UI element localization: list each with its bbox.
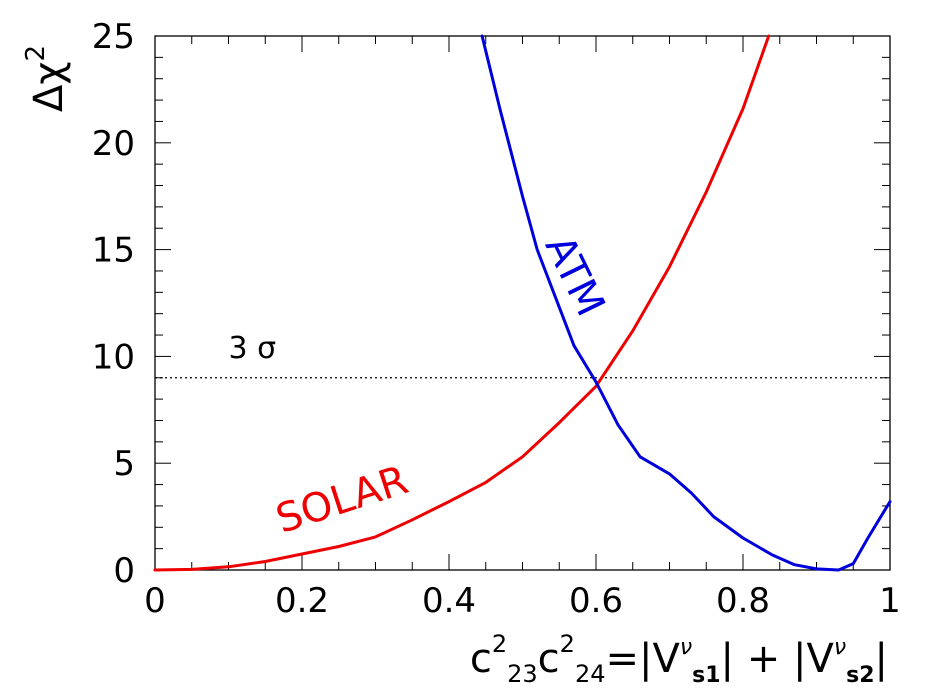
x-label-s1: s1 — [692, 663, 720, 688]
x-label-sub2: 24 — [575, 660, 606, 688]
x-tick-label: 0.8 — [716, 581, 770, 621]
y-tick-label: 20 — [92, 124, 135, 164]
plot-frame-rect — [154, 35, 891, 571]
y-tick-label: 0 — [113, 551, 135, 591]
x-label-eq: =|V — [605, 636, 680, 682]
y-tick-label: 25 — [92, 17, 135, 57]
y-tick-label: 10 — [92, 337, 135, 377]
x-axis-label: c223c224=|Vνs1| + |Vνs2| — [470, 630, 888, 688]
reference-line-label: 3 σ — [229, 331, 277, 366]
series-line-atm — [480, 34, 892, 572]
y-axis-label-base: Δχ — [26, 62, 72, 112]
x-label-mid: | + |V — [721, 636, 835, 682]
x-label-end: | — [875, 636, 888, 682]
series-line-solar — [153, 34, 771, 572]
x-label-sub1: 23 — [507, 660, 538, 688]
x-tick-label: 0.4 — [422, 581, 476, 621]
x-label-c2: c — [538, 636, 560, 682]
reference-line-group: 3 σ — [155, 331, 890, 379]
x-tick-label: 0.2 — [275, 581, 329, 621]
series-group — [153, 34, 892, 572]
plot-frame — [154, 35, 891, 571]
x-tick-label: 0 — [144, 581, 166, 621]
axis-ticks — [154, 35, 891, 571]
x-label-sup1: 2 — [492, 630, 507, 658]
x-label-nu1: ν — [680, 635, 692, 660]
y-tick-label: 5 — [113, 444, 135, 484]
x-label-sup2: 2 — [560, 630, 575, 658]
y-axis-label-sup: 2 — [21, 45, 51, 62]
x-label-s2: s2 — [846, 663, 874, 688]
x-tick-label: 1 — [879, 581, 901, 621]
x-label-nu2: ν — [834, 635, 846, 660]
y-tick-label: 15 — [92, 231, 135, 271]
x-label-c1: c — [470, 636, 492, 682]
x-tick-label: 0.6 — [569, 581, 623, 621]
y-axis-label: Δχ2 — [21, 45, 72, 112]
